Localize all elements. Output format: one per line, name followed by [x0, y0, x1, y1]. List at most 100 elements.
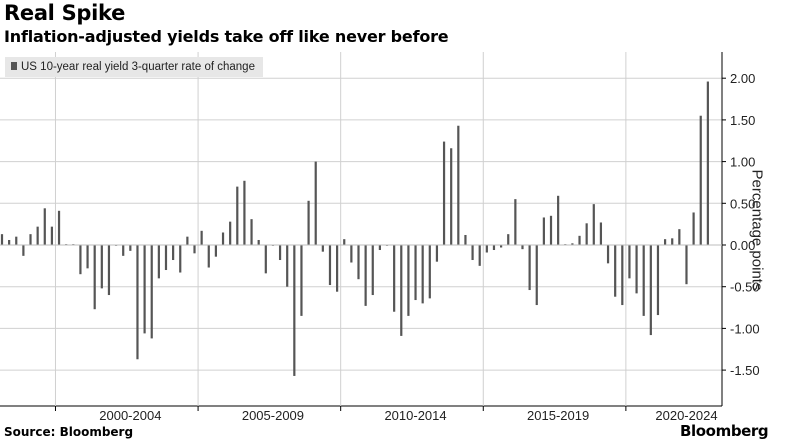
bar: [421, 245, 424, 304]
y-tick-label: 1.50: [730, 113, 755, 128]
bar: [571, 243, 574, 245]
bar: [663, 239, 667, 245]
bar: [442, 141, 446, 245]
bar: [22, 245, 25, 256]
bar: [500, 245, 503, 248]
bar: [278, 245, 282, 261]
bar: [36, 226, 39, 245]
chart-title: Real Spike: [4, 1, 126, 25]
bar: [635, 245, 638, 294]
bar: [236, 186, 239, 245]
bar: [549, 215, 553, 245]
bar: [328, 245, 332, 286]
bar: [699, 115, 702, 245]
legend-label: US 10-year real yield 3-quarter rate of …: [21, 61, 255, 73]
bar: [464, 234, 467, 245]
bar: [557, 195, 560, 245]
bar: [43, 208, 46, 245]
bar: [606, 245, 610, 264]
bar: [706, 81, 709, 245]
bar: [136, 245, 139, 360]
bar: [207, 245, 210, 268]
bar: [172, 245, 175, 261]
legend-swatch: [11, 62, 17, 70]
bar: [414, 245, 417, 301]
bar: [143, 245, 146, 334]
bar: [435, 245, 439, 262]
bar: [471, 245, 474, 261]
y-tick-label: -0.50: [730, 280, 760, 295]
bar: [307, 200, 310, 245]
bar: [671, 238, 674, 245]
bar: [93, 245, 96, 310]
bar: [57, 210, 61, 245]
bar: [514, 199, 517, 245]
bar: [535, 245, 538, 306]
bar: [343, 239, 346, 245]
bar: [229, 221, 232, 245]
bar: [243, 180, 246, 245]
bar: [592, 204, 595, 245]
y-axis-label: Percentage points: [748, 169, 766, 291]
x-tick-label: 2000-2004: [99, 408, 161, 423]
bar: [164, 245, 168, 271]
bar: [157, 245, 160, 279]
bar: [485, 245, 488, 253]
bar: [656, 245, 660, 316]
y-tick-label: -1.50: [730, 363, 760, 378]
bar: [79, 245, 82, 275]
bar: [428, 245, 431, 299]
y-tick-label: 0.00: [730, 238, 755, 253]
chart-legend: US 10-year real yield 3-quarter rate of …: [5, 57, 263, 77]
bar: [371, 245, 374, 296]
bar: [450, 148, 453, 245]
bar: [678, 229, 681, 245]
bar: [50, 226, 54, 245]
bar: [542, 217, 545, 245]
bar: [264, 245, 267, 274]
bar: [578, 235, 581, 245]
bar: [407, 245, 410, 316]
bar: [122, 245, 125, 256]
bar: [685, 245, 688, 285]
bar: [214, 245, 217, 257]
bar: [400, 245, 403, 336]
bar: [129, 245, 132, 251]
bar: [492, 245, 496, 251]
bar: [286, 245, 289, 287]
bar: [200, 230, 203, 245]
bar: [179, 245, 182, 273]
x-tick-label: 2010-2014: [384, 408, 446, 423]
bar: [86, 245, 89, 269]
bar: [100, 245, 103, 289]
plot-area: [0, 52, 723, 407]
bar: [478, 245, 481, 266]
bar: [293, 245, 296, 376]
bar: [521, 245, 524, 250]
bar: [393, 245, 396, 312]
source-note: Source: Bloomberg: [4, 425, 134, 439]
y-tick-label: 1.00: [730, 155, 755, 170]
bar: [0, 234, 4, 245]
bar: [150, 245, 153, 339]
bar: [314, 161, 317, 245]
bar: [457, 125, 460, 245]
bar: [250, 219, 253, 245]
y-tick-label: -1.00: [730, 321, 760, 336]
bar: [8, 239, 11, 245]
y-tick-label: 2.00: [730, 71, 755, 86]
bar: [692, 212, 695, 245]
bar: [585, 223, 588, 245]
bar: [642, 245, 645, 316]
x-tick-label: 2020-2024: [655, 408, 717, 423]
bar: [336, 245, 339, 292]
bar: [649, 245, 652, 336]
bar: [186, 236, 189, 245]
bar: [357, 245, 360, 280]
bar: [364, 245, 367, 306]
x-tick-label: 2015-2019: [527, 408, 589, 423]
bar: [221, 232, 225, 245]
brand-logo: Bloomberg: [680, 422, 769, 440]
bar: [15, 236, 18, 245]
bar: [350, 245, 353, 263]
